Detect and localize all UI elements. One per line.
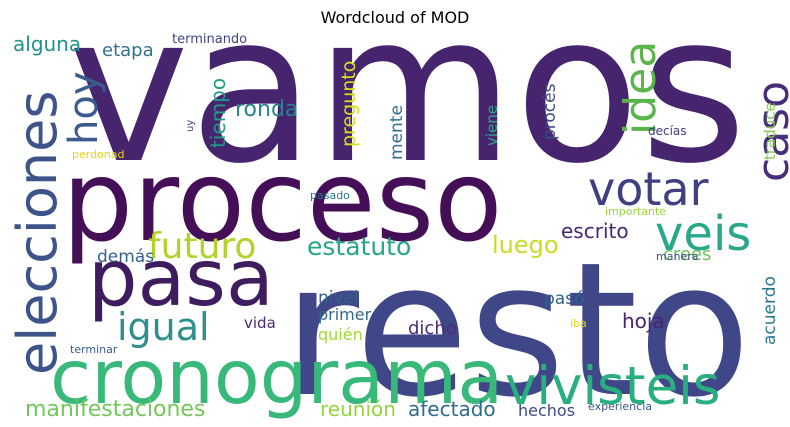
word-32: etapa — [102, 40, 154, 61]
word-25: quién — [318, 325, 363, 344]
word-48: experiencia — [588, 400, 652, 413]
word-47: terminar — [70, 343, 118, 356]
word-30: demás — [97, 247, 154, 267]
word-21: dicho — [408, 318, 457, 339]
word-36: mente — [387, 105, 407, 160]
word-34: tiempo — [206, 78, 230, 148]
word-43: pasado — [310, 189, 350, 202]
word-41: decías — [648, 124, 687, 138]
word-17: afectado — [408, 397, 496, 421]
word-4: pasa — [88, 234, 274, 324]
word-37: procés — [540, 83, 560, 140]
word-40: terminando — [172, 32, 247, 47]
word-12: futuro — [148, 226, 256, 267]
word-5: elecciones — [6, 91, 69, 375]
word-33: ronda — [235, 97, 298, 122]
word-6: vivisteis — [505, 356, 721, 417]
word-44: manera — [656, 250, 698, 263]
word-16: manifestaciones — [25, 397, 205, 422]
word-15: luego — [492, 231, 559, 259]
word-9: caso — [748, 81, 790, 182]
word-20: crees — [663, 244, 711, 265]
word-22: hoja — [622, 309, 665, 333]
word-49: uy — [185, 120, 196, 132]
chart-title: Wordcloud of MOD — [320, 8, 470, 27]
word-2: proceso — [62, 137, 503, 267]
word-19: escrito — [561, 219, 629, 243]
word-45: iba — [570, 317, 587, 330]
word-28: hechos — [518, 401, 575, 420]
word-39: traduce — [761, 102, 779, 160]
word-13: igual — [117, 305, 210, 349]
word-27: acuerdo — [760, 276, 780, 345]
word-10: idea — [615, 41, 666, 135]
word-31: alguna — [13, 32, 81, 56]
word-26: pasó — [544, 289, 584, 309]
word-18: reunión — [320, 397, 396, 421]
word-8: votar — [588, 162, 709, 216]
word-46: perdonad — [72, 148, 125, 161]
word-38: viene — [483, 105, 501, 146]
word-3: cronograma — [50, 333, 503, 421]
word-24: primer — [318, 305, 372, 324]
word-23: nivel — [318, 288, 359, 308]
word-14: estatuto — [307, 232, 411, 261]
word-7: veis — [655, 206, 751, 262]
word-35: pregunto — [338, 61, 360, 147]
word-1: resto — [283, 222, 751, 427]
word-29: vida — [244, 314, 276, 332]
word-11: hoy — [61, 72, 107, 146]
word-0: vamos — [68, 0, 747, 209]
word-42: importante — [605, 205, 666, 218]
